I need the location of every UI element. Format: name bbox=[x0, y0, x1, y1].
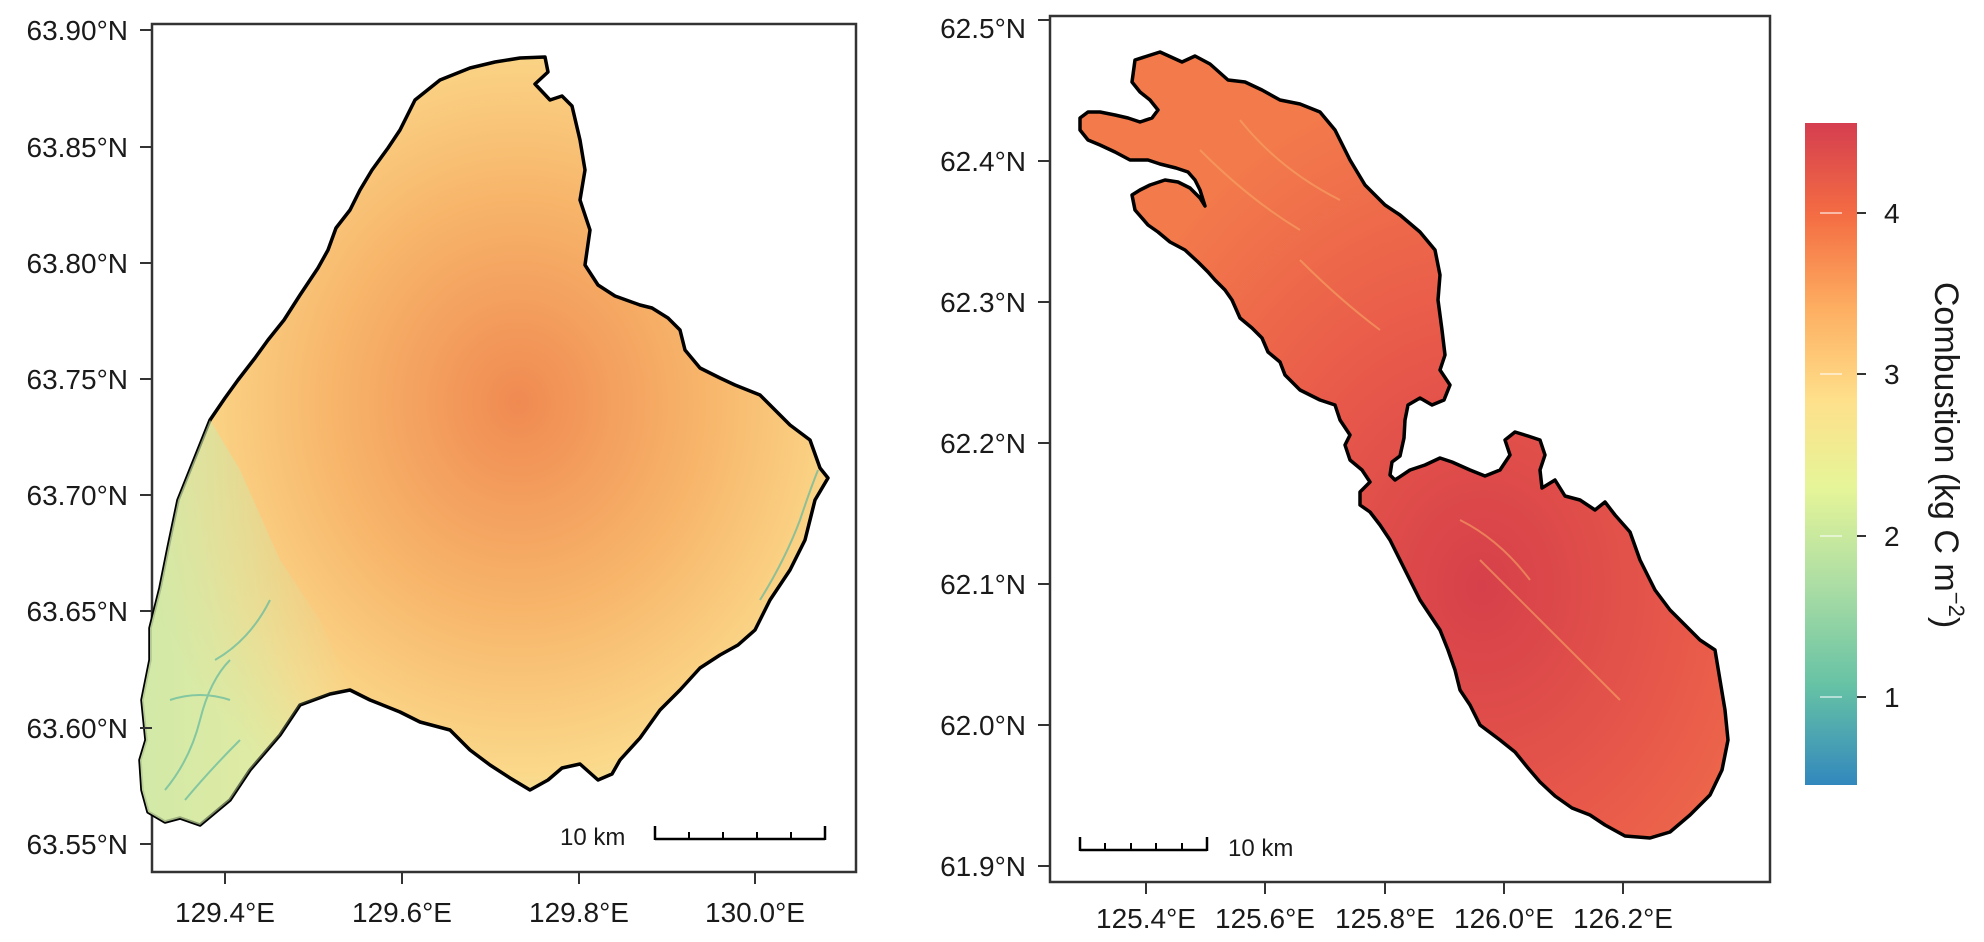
right-lat-tick-label: 62.2°N bbox=[940, 428, 1026, 459]
right-fire-scar bbox=[1078, 50, 1730, 840]
left-lat-tick-label: 63.85°N bbox=[27, 132, 129, 163]
right-latitude-axis: 62.5°N 62.4°N 62.3°N 62.2°N 62.1°N 62.0°… bbox=[940, 13, 1050, 882]
right-lat-tick-label: 62.3°N bbox=[940, 287, 1026, 318]
left-longitude-axis: 129.4°E 129.6°E 129.8°E 130.0°E bbox=[175, 872, 805, 928]
left-lat-tick-label: 63.90°N bbox=[27, 15, 129, 46]
left-latitude-axis: 63.90°N 63.85°N 63.80°N 63.75°N 63.70°N … bbox=[27, 15, 152, 860]
right-map-panel: 62.5°N 62.4°N 62.3°N 62.2°N 62.1°N 62.0°… bbox=[940, 13, 1772, 934]
right-scale-bar: 10 km bbox=[1078, 835, 1293, 862]
left-lon-tick-label: 129.6°E bbox=[352, 897, 452, 928]
right-scale-bar-label: 10 km bbox=[1228, 835, 1293, 862]
left-lon-tick-label: 129.8°E bbox=[529, 897, 629, 928]
right-lat-tick-label: 62.5°N bbox=[940, 13, 1026, 44]
right-lon-tick-label: 126.2°E bbox=[1573, 903, 1673, 934]
left-lon-tick-label: 130.0°E bbox=[705, 897, 805, 928]
colorbar: 1 2 3 4 Combustion (kg C m−2) bbox=[1805, 123, 1969, 785]
colorbar-title-exponent: −2 bbox=[1944, 592, 1969, 617]
right-lat-tick-label: 62.0°N bbox=[940, 710, 1026, 741]
left-lat-tick-label: 63.65°N bbox=[27, 596, 129, 627]
left-lat-tick-label: 63.60°N bbox=[27, 713, 129, 744]
right-lon-tick-label: 126.0°E bbox=[1454, 903, 1554, 934]
left-scale-bar-label: 10 km bbox=[560, 824, 625, 851]
right-texture-lines bbox=[1199, 119, 1621, 701]
left-lat-tick-label: 63.70°N bbox=[27, 480, 129, 511]
right-lon-tick-label: 125.4°E bbox=[1096, 903, 1196, 934]
left-lat-tick-label: 63.55°N bbox=[27, 829, 129, 860]
right-lon-tick-label: 125.6°E bbox=[1215, 903, 1315, 934]
colorbar-gradient bbox=[1805, 123, 1857, 785]
colorbar-tick-label: 2 bbox=[1884, 521, 1900, 552]
colorbar-tick-label: 4 bbox=[1884, 198, 1900, 229]
left-lon-tick-label: 129.4°E bbox=[175, 897, 275, 928]
right-lat-tick-label: 61.9°N bbox=[940, 851, 1026, 882]
right-map-frame bbox=[1048, 14, 1772, 884]
left-lat-tick-label: 63.75°N bbox=[27, 364, 129, 395]
right-longitude-axis: 125.4°E 125.6°E 125.8°E 126.0°E 126.2°E bbox=[1096, 882, 1673, 934]
left-map-frame bbox=[150, 22, 858, 874]
right-lat-tick-label: 62.4°N bbox=[940, 146, 1026, 177]
colorbar-tick-label: 1 bbox=[1884, 682, 1900, 713]
colorbar-title-main: Combustion (kg C m bbox=[1927, 282, 1965, 592]
right-lon-tick-label: 125.8°E bbox=[1335, 903, 1435, 934]
left-low-combustion-zone bbox=[140, 420, 350, 825]
colorbar-title-close: ) bbox=[1927, 617, 1965, 628]
left-stream-network bbox=[164, 469, 819, 801]
left-lat-tick-label: 63.80°N bbox=[27, 248, 129, 279]
colorbar-tick-label: 3 bbox=[1884, 359, 1900, 390]
right-lat-tick-label: 62.1°N bbox=[940, 569, 1026, 600]
left-scale-bar: 10 km bbox=[560, 824, 827, 851]
left-map-panel: 63.90°N 63.85°N 63.80°N 63.75°N 63.70°N … bbox=[27, 15, 858, 928]
colorbar-title: Combustion (kg C m−2) bbox=[1927, 282, 1969, 628]
